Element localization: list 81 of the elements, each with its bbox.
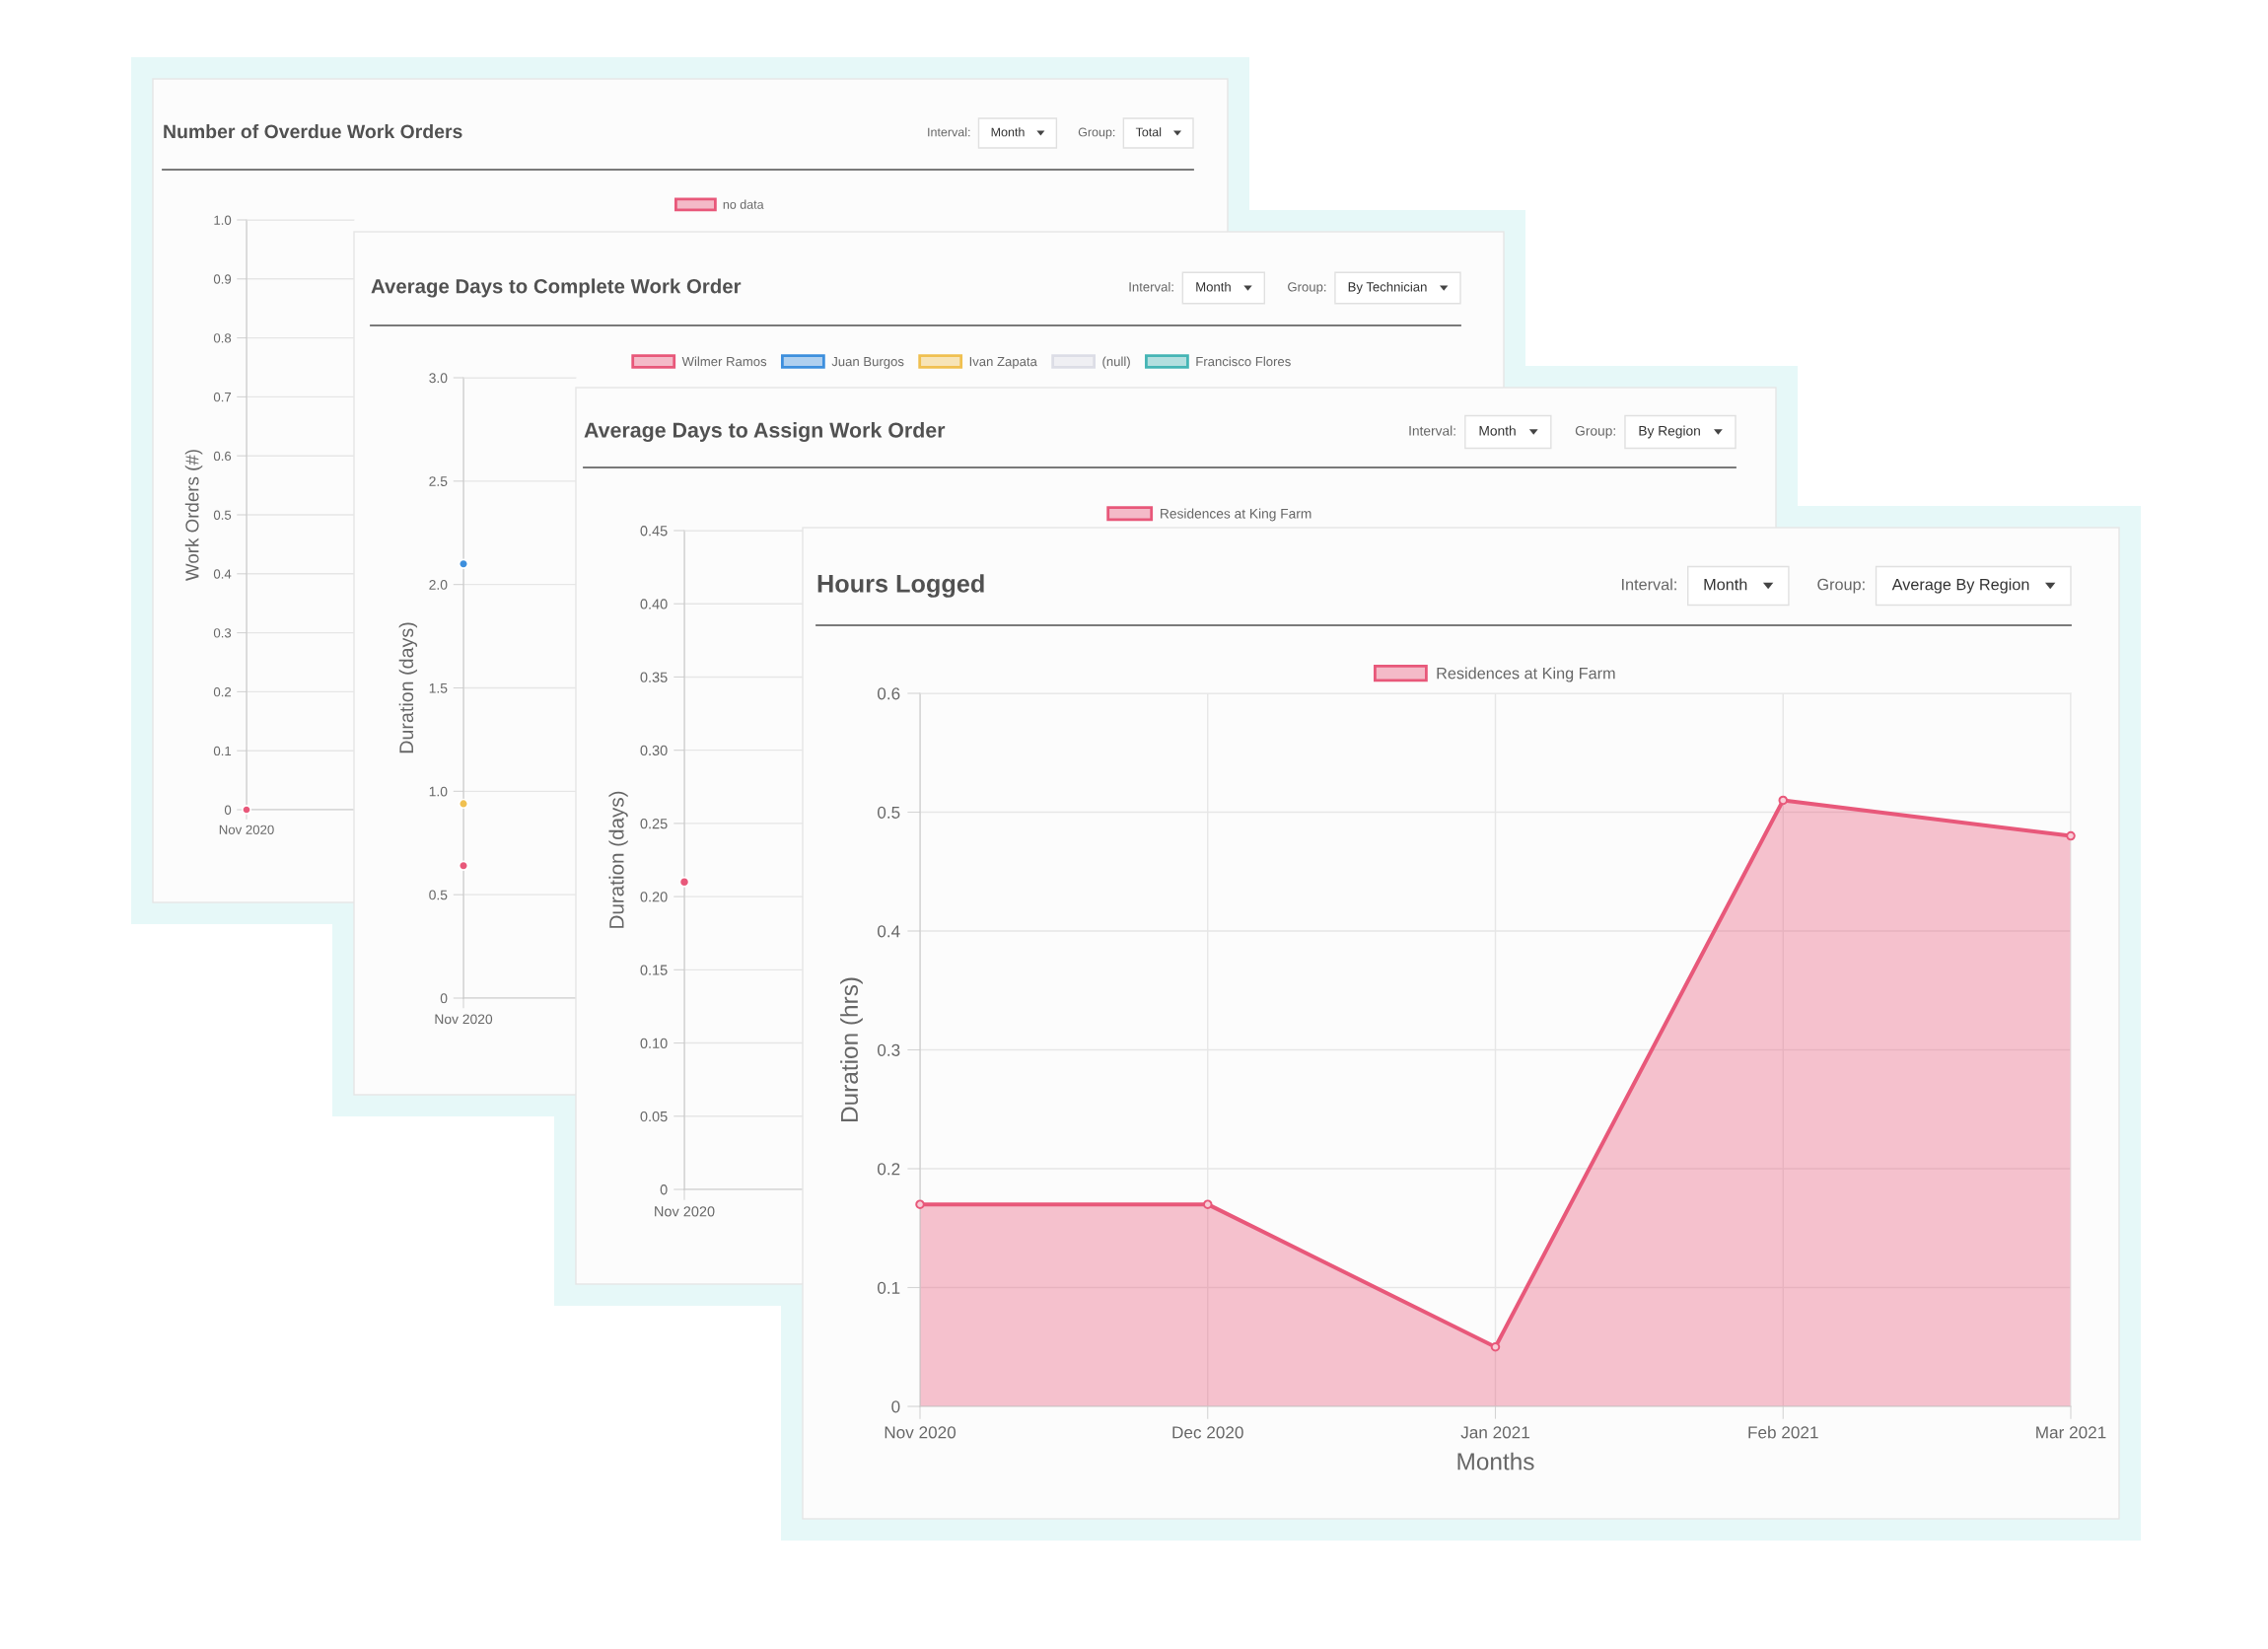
text: Month [991, 127, 1025, 137]
point [2066, 830, 2076, 841]
text: Group: [1288, 282, 1326, 295]
text: By Technician [1348, 281, 1427, 295]
x-tick-label: Nov 2020 [435, 1014, 493, 1025]
y-tick-label: 0.1 [877, 1281, 900, 1294]
chart-title: Average Days to Assign Work Order [584, 421, 946, 443]
y-tick-label: 0 [660, 1184, 668, 1195]
y-tick-label: 2.0 [429, 580, 448, 590]
legend-label: Wilmer Ramos [681, 356, 767, 367]
legend-label: Residences at King Farm [1437, 667, 1615, 682]
legend-label: Francisco Flores [1196, 356, 1291, 367]
text: Interval: [1622, 578, 1676, 591]
y-tick-label: 0 [891, 1400, 900, 1413]
text: Group: [1078, 127, 1115, 139]
y-tick-label: 0.4 [877, 925, 900, 938]
point [915, 1199, 925, 1209]
y-axis-title: Duration (days) [398, 622, 418, 753]
y-tick-label: 0 [224, 805, 232, 815]
y-tick-label: 0.8 [213, 333, 232, 343]
y-tick-label: 0.05 [640, 1111, 668, 1122]
y-tick-label: 0.30 [640, 745, 668, 756]
x-tick-label: Dec 2020 [1172, 1426, 1243, 1439]
y-tick-label: 0.10 [640, 1038, 668, 1048]
y-tick-label: 0.5 [429, 890, 448, 900]
point [1490, 1341, 1501, 1352]
y-axis-title: Duration (hrs) [840, 977, 863, 1121]
y-tick-label: 0.4 [213, 569, 232, 579]
y-tick-label: 0.7 [213, 392, 232, 402]
x-axis-title: Months [1457, 1452, 1534, 1470]
y-tick-label: 0.9 [213, 274, 232, 284]
y-tick-label: 0.2 [877, 1163, 900, 1176]
legend-label: (null) [1102, 356, 1130, 369]
y-axis-title: Work Orders (#) [184, 450, 203, 581]
point [1202, 1199, 1213, 1209]
text: Interval: [928, 127, 970, 137]
y-tick-label: 0.25 [640, 819, 668, 829]
x-tick-label: Nov 2020 [885, 1426, 957, 1439]
y-tick-label: 0.3 [213, 628, 232, 638]
legend-label: Residences at King Farm [1161, 508, 1311, 522]
y-tick-label: 2.5 [429, 476, 448, 486]
chart-title: Average Days to Complete Work Order [371, 278, 742, 298]
text: Month [1704, 578, 1747, 591]
text: Month [1196, 281, 1231, 292]
y-tick-label: 1.0 [429, 786, 448, 797]
y-tick-label: 0.6 [877, 687, 900, 700]
y-tick-label: 1.5 [429, 682, 448, 693]
y-tick-label: 0.35 [640, 672, 668, 682]
y-tick-label: 0.15 [640, 965, 668, 975]
text: By Region [1639, 425, 1700, 439]
y-tick-label: 0.3 [877, 1043, 900, 1056]
x-tick-label: Jan 2021 [1460, 1426, 1529, 1439]
x-tick-label: Mar 2021 [2036, 1426, 2106, 1439]
x-tick-label: Nov 2020 [219, 824, 274, 834]
text: Interval: [1129, 281, 1173, 292]
legend-label: Ivan Zapata [969, 357, 1037, 369]
y-tick-label: 0.20 [640, 892, 668, 902]
point [1778, 795, 1789, 806]
x-tick-label: Nov 2020 [655, 1206, 715, 1217]
text: Average By Region [1891, 578, 2029, 594]
y-tick-label: 0.45 [640, 526, 668, 537]
y-tick-label: 0.6 [213, 451, 232, 462]
y-axis-title: Duration (days) [608, 791, 628, 928]
text: Interval: [1409, 425, 1455, 436]
text: Group: [1575, 425, 1615, 439]
y-tick-label: 0.5 [213, 510, 232, 520]
chart-title: Number of Overdue Work Orders [164, 123, 462, 139]
y-tick-label: 0.2 [213, 686, 232, 697]
y-tick-label: 0 [440, 993, 448, 1004]
text: Group: [1817, 578, 1865, 594]
text: Total [1135, 127, 1162, 137]
y-tick-label: 0.1 [213, 746, 232, 756]
y-tick-label: 0.5 [877, 806, 900, 819]
y-tick-label: 3.0 [429, 373, 448, 384]
legend-label: Juan Burgos [831, 357, 904, 369]
y-tick-label: 0.40 [640, 599, 668, 609]
chart-title: Hours Logged [817, 574, 984, 598]
text: Month [1479, 425, 1516, 436]
legend-label: no data [723, 199, 764, 209]
y-tick-label: 1.0 [214, 215, 232, 225]
x-tick-label: Feb 2021 [1748, 1425, 1818, 1439]
